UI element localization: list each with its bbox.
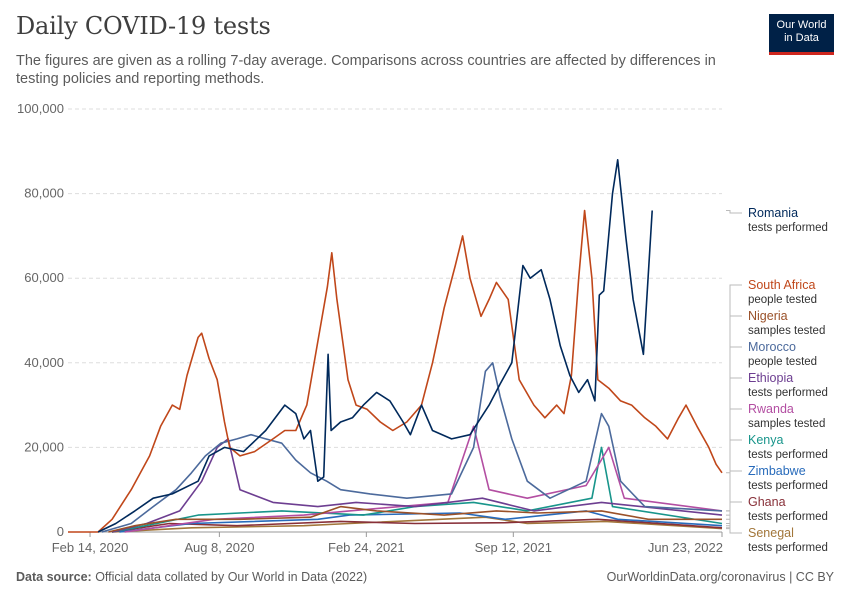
series-line-romania[interactable] [97, 159, 653, 533]
label-connector [726, 408, 742, 512]
x-tick-label: Feb 24, 2021 [328, 540, 405, 555]
series-line-morocco[interactable] [101, 362, 723, 533]
y-tick-label: 60,000 [24, 270, 64, 285]
label-connector [726, 315, 742, 520]
label-connector [726, 346, 742, 512]
x-tick-label: Aug 8, 2020 [184, 540, 254, 555]
legend-unit-label: tests performed [748, 449, 828, 461]
legend-unit-label: people tested [748, 294, 817, 306]
grid-layer: 0 20,000 40,000 60,000 80,000 100,000 Feb 14, … [17, 101, 723, 555]
label-connector [726, 528, 742, 534]
legend-unit-label: tests performed [748, 387, 828, 399]
y-tick-label: 100,000 [17, 101, 64, 116]
y-tick-label: 0 [57, 524, 64, 539]
legend-label-zimbabwe[interactable]: Zimbabwe [748, 464, 806, 478]
attribution-link[interactable]: OurWorldinData.org/coronavirus | CC BY [606, 570, 834, 584]
legend-unit-label: samples tested [748, 325, 825, 337]
x-tick-label: Feb 14, 2020 [52, 540, 129, 555]
data-source-label: Data source: [16, 570, 92, 584]
chart-title: Daily COVID-19 tests [16, 12, 271, 40]
label-connector [726, 501, 742, 529]
x-tick-label: Sep 12, 2021 [475, 540, 552, 555]
legend-label-romania[interactable]: Romania [748, 206, 798, 220]
label-connector [726, 470, 742, 527]
legend-unit-label: samples tested [748, 418, 825, 430]
legend-label-morocco[interactable]: Morocco [748, 340, 796, 354]
legend-label-south-africa[interactable]: South Africa [748, 278, 815, 292]
legend-unit-label: tests performed [748, 542, 828, 554]
legend-label-nigeria[interactable]: Nigeria [748, 309, 788, 323]
owid-logo[interactable]: Our World in Data [769, 14, 834, 55]
data-source-text: Official data collated by Our World in D… [91, 570, 368, 584]
label-connector [726, 377, 742, 516]
series-line-zimbabwe[interactable] [119, 510, 723, 533]
x-tick-label: Jun 23, 2022 [648, 540, 723, 555]
series-layer [68, 159, 723, 533]
label-connector [726, 210, 742, 214]
legend-label-senegal[interactable]: Senegal [748, 526, 794, 540]
logo-line-2: in Data [784, 32, 819, 44]
logo-accent-bar [769, 52, 834, 55]
label-connector [726, 284, 742, 474]
data-source: Data source: Official data collated by O… [16, 570, 367, 584]
series-line-nigeria[interactable] [108, 505, 722, 533]
chart-subtitle: The figures are given as a rolling 7-day… [16, 53, 716, 87]
legend-unit-label: people tested [748, 356, 817, 368]
y-tick-label: 80,000 [24, 186, 64, 201]
legend-labels: Romania tests performed South Africa people… [726, 206, 828, 554]
logo-line-1: Our World [776, 19, 827, 31]
y-tick-label: 20,000 [24, 439, 64, 454]
legend-unit-label: tests performed [748, 222, 828, 234]
series-line-senegal[interactable] [112, 516, 723, 533]
legend-label-ethiopia[interactable]: Ethiopia [748, 371, 793, 385]
legend-label-rwanda[interactable]: Rwanda [748, 402, 794, 416]
legend-unit-label: tests performed [748, 511, 828, 523]
legend-label-ghana[interactable]: Ghana [748, 495, 786, 509]
series-line-ethiopia[interactable] [111, 438, 723, 533]
series-line-rwanda[interactable] [124, 425, 723, 533]
legend-unit-label: tests performed [748, 480, 828, 492]
legend-label-kenya[interactable]: Kenya [748, 433, 783, 447]
y-tick-label: 40,000 [24, 355, 64, 370]
